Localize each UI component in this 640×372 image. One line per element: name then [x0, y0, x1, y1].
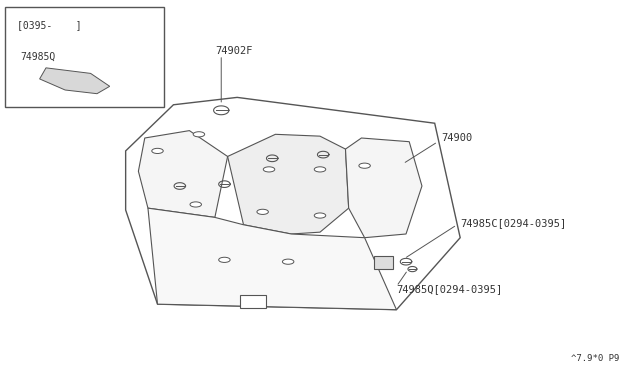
Polygon shape [148, 208, 396, 310]
Text: 74985Q[0294-0395]: 74985Q[0294-0395] [396, 284, 502, 294]
Ellipse shape [282, 259, 294, 264]
Polygon shape [228, 134, 349, 234]
Bar [241, 295, 266, 308]
Polygon shape [40, 68, 109, 94]
Polygon shape [125, 97, 460, 310]
Text: 74985Q: 74985Q [20, 52, 56, 62]
Text: 74985C[0294-0395]: 74985C[0294-0395] [460, 218, 566, 228]
Text: 74902F: 74902F [215, 46, 252, 56]
Text: 74900: 74900 [441, 133, 472, 143]
Ellipse shape [257, 209, 268, 214]
Ellipse shape [314, 213, 326, 218]
Ellipse shape [190, 202, 202, 207]
Polygon shape [138, 131, 228, 217]
Ellipse shape [219, 257, 230, 262]
Polygon shape [374, 256, 394, 269]
Ellipse shape [152, 148, 163, 154]
Ellipse shape [193, 132, 205, 137]
Text: [0395-    ]: [0395- ] [17, 20, 82, 30]
Ellipse shape [314, 167, 326, 172]
Polygon shape [346, 138, 422, 238]
Ellipse shape [263, 167, 275, 172]
FancyBboxPatch shape [4, 7, 164, 107]
Text: ^7.9*0 P9: ^7.9*0 P9 [571, 354, 620, 363]
Ellipse shape [359, 163, 371, 168]
